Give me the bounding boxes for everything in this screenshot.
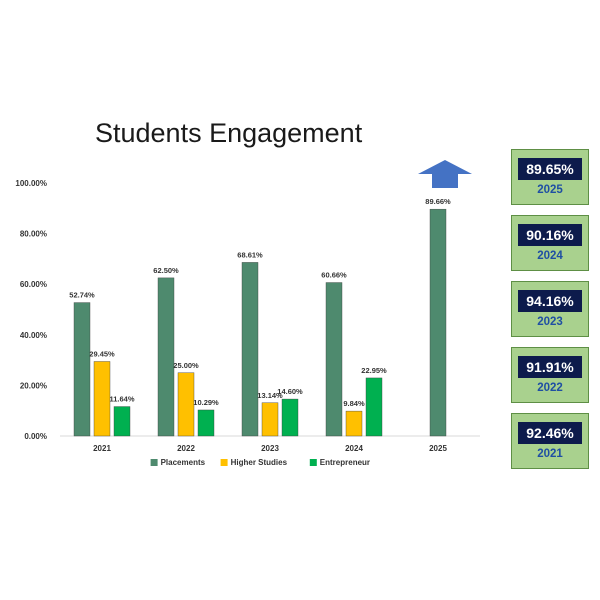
stat-card-value: 89.65%	[518, 158, 582, 180]
bar-placements	[429, 208, 447, 437]
data-label: 11.64%	[109, 395, 134, 404]
stat-card-year: 2024	[537, 250, 563, 262]
x-tick-label: 2024	[345, 444, 363, 453]
stat-card-value: 94.16%	[518, 290, 582, 312]
bar-higher-studies	[261, 402, 279, 437]
x-tick-label: 2023	[261, 444, 279, 453]
data-label: 89.66%	[425, 197, 451, 206]
stat-card-year: 2025	[537, 184, 563, 196]
data-label: 29.45%	[89, 349, 115, 358]
bar-entrepreneur	[365, 377, 383, 437]
legend-label: Entrepreneur	[320, 458, 370, 467]
legend-swatch	[150, 459, 158, 466]
y-tick-label: 0.00%	[24, 432, 47, 441]
data-label: 10.29%	[193, 398, 219, 407]
data-label: 9.84%	[343, 399, 365, 408]
legend-swatch	[220, 459, 228, 466]
stat-card-2022: 91.91% 2022	[511, 347, 589, 403]
stat-card-year: 2023	[537, 316, 563, 328]
data-label: 22.95%	[361, 366, 387, 375]
stat-card-value: 90.16%	[518, 224, 582, 246]
data-label: 14.60%	[277, 387, 303, 396]
data-label: 60.66%	[321, 271, 347, 280]
data-label: 52.74%	[69, 291, 95, 300]
bar-placements	[241, 262, 259, 437]
data-label: 68.61%	[237, 250, 263, 259]
bar-higher-studies	[177, 372, 195, 437]
bar-entrepreneur	[113, 406, 131, 437]
chart-title: Students Engagement	[95, 118, 363, 148]
stat-card-year: 2021	[537, 448, 563, 460]
bar-higher-studies	[345, 410, 363, 437]
bar-entrepreneur	[281, 398, 299, 437]
data-label: 62.50%	[153, 266, 179, 275]
up-arrow-icon	[418, 160, 472, 188]
bar-higher-studies	[93, 361, 111, 437]
data-label: 25.00%	[173, 361, 199, 370]
legend-label: Placements	[161, 458, 206, 467]
x-tick-label: 2025	[429, 444, 447, 453]
y-tick-label: 100.00%	[15, 179, 47, 188]
stat-card-2023: 94.16% 2023	[511, 281, 589, 337]
legend-label: Higher Studies	[231, 458, 288, 467]
stat-card-value: 91.91%	[518, 356, 582, 378]
data-label: 13.14%	[257, 391, 283, 400]
y-tick-label: 60.00%	[20, 280, 47, 289]
bar-entrepreneur	[197, 409, 215, 437]
y-tick-label: 40.00%	[20, 331, 47, 340]
y-tick-label: 20.00%	[20, 381, 47, 390]
legend-swatch	[309, 459, 317, 466]
bar-placements	[325, 282, 343, 437]
stat-card-value: 92.46%	[518, 422, 582, 444]
bar-placements	[73, 302, 91, 437]
stat-card-year: 2022	[537, 382, 563, 394]
x-tick-label: 2021	[93, 444, 111, 453]
stat-card-2021: 92.46% 2021	[511, 413, 589, 469]
x-tick-label: 2022	[177, 444, 195, 453]
bar-placements	[157, 277, 175, 437]
stat-card-2024: 90.16% 2024	[511, 215, 589, 271]
stat-card-2025: 89.65% 2025	[511, 149, 589, 205]
y-tick-label: 80.00%	[20, 230, 47, 239]
